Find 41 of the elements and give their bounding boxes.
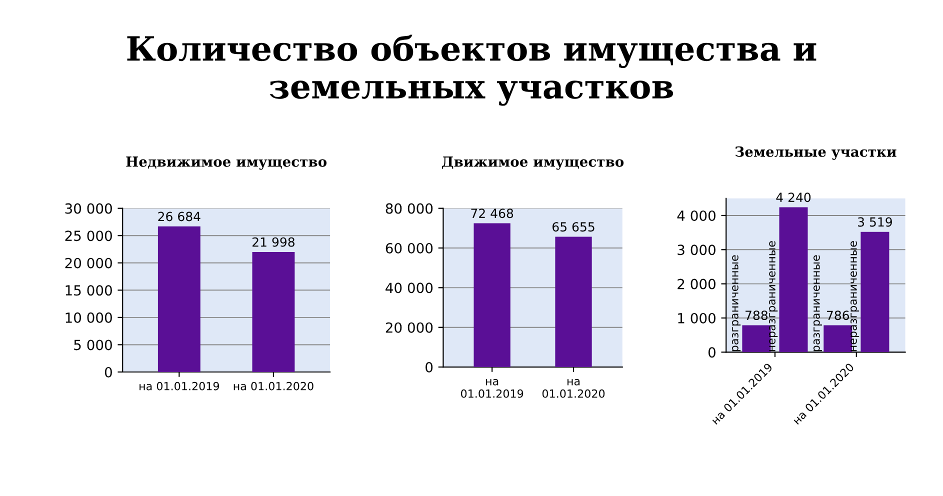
text: Количество объектов имущества и земельных участков: [127, 34, 816, 106]
y-tick-label: 15 000: [66, 285, 112, 296]
y-tick-label: 60 000: [386, 242, 433, 254]
data-label: 786: [826, 310, 850, 320]
bar: [742, 325, 771, 352]
text: неразграниченные: [850, 241, 860, 352]
bar: [779, 207, 808, 352]
y-tick-label: 0: [426, 362, 433, 373]
text: неразграниченные: [769, 241, 778, 352]
data-label: 21 998: [252, 237, 294, 247]
x-tick-label: на 01.01.2019: [140, 382, 219, 390]
y-tick-label: 20 000: [386, 322, 433, 333]
data-label: 788: [746, 310, 768, 320]
text: разграниченные: [732, 255, 741, 352]
x-tick-label: на 01.01.2019: [461, 378, 524, 398]
y-tick-label: 40 000: [386, 282, 433, 294]
y-tick-label: 5 000: [74, 340, 112, 350]
y-tick-label: 0: [104, 366, 112, 378]
data-label: 3 519: [858, 217, 892, 227]
y-tick-label: 10 000: [66, 312, 112, 323]
y-tick-label: 1 000: [678, 312, 716, 324]
chart-title: Движимое имущество: [442, 156, 624, 170]
data-label: 4 240: [776, 192, 811, 202]
y-tick-label: 0: [708, 347, 716, 358]
y-tick-label: 30 000: [65, 203, 112, 214]
y-tick-label: 4 000: [677, 210, 716, 221]
x-tick-label: на 01.01.2020: [542, 378, 605, 398]
y-tick-label: 20 000: [65, 258, 112, 268]
data-label: 65 655: [552, 222, 594, 232]
data-label: 26 684: [158, 212, 200, 222]
chart-title: Земельные участки: [735, 146, 896, 160]
bar: [860, 232, 890, 352]
x-tick-label: на 01.01.2020: [234, 382, 314, 390]
y-tick-label: 80 000: [386, 203, 433, 214]
chart-title: Недвижимое имущество: [126, 156, 327, 170]
y-tick-label: 2 000: [678, 278, 716, 290]
y-tick-label: 3 000: [678, 244, 716, 256]
data-label: 72 468: [471, 208, 514, 218]
text: разграниченные: [813, 255, 822, 352]
y-tick-label: 25 000: [65, 230, 112, 242]
bar: [824, 325, 852, 352]
